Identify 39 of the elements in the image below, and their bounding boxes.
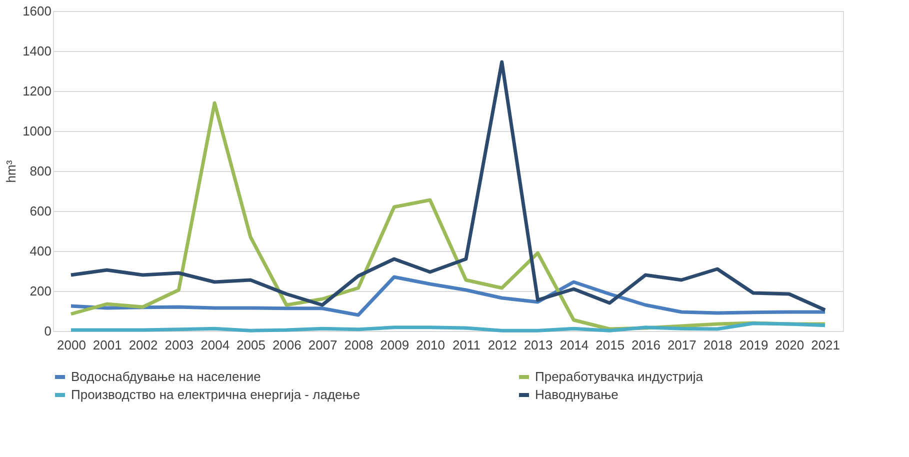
x-tick-label: 2011 [452,338,480,352]
x-tick-label: 2001 [92,338,122,352]
legend-label: Наводнување [535,387,618,402]
x-tick-label: 2004 [200,338,230,352]
legend-label: Водоснабдување на население [71,369,261,384]
line-series [69,275,827,317]
x-tick-label: 2016 [632,338,660,352]
y-tick-label: 400 [30,244,52,258]
y-tick-label: 0 [44,324,52,338]
legend-label: Преработувачка индустрија [535,369,704,384]
x-tick-label: 2019 [739,338,768,352]
x-tick-label: 2020 [775,338,804,352]
y-tick-label: 1600 [22,4,52,18]
x-tick-label: 2012 [488,338,517,352]
x-tick-label: 2009 [380,338,410,352]
y-tick-label: 800 [30,164,52,178]
line-series [69,60,827,312]
y-tick-label: 200 [30,284,52,298]
x-tick-label: 2002 [128,338,158,352]
x-tick-label: 2008 [344,338,374,352]
x-tick-label: 2015 [596,338,625,352]
x-tick-label: 2010 [416,338,446,352]
line-series [69,322,827,332]
y-tick-label: 600 [30,204,52,218]
y-tick-label: 1400 [22,44,52,58]
x-tick-label: 2017 [667,338,696,352]
x-tick-label: 2021 [811,338,840,352]
x-tick-label: 2005 [236,338,266,352]
x-tick-label: 2006 [272,338,302,352]
x-tick-label: 2018 [703,338,732,352]
x-tick-label: 2007 [308,338,338,352]
x-tick-label: 2014 [560,338,589,352]
legend-label: Производство на електрична енергија - ладење [71,387,360,402]
y-tick-label: 1200 [22,84,52,98]
y-tick-label: 1000 [22,124,52,138]
y-axis-title: hm³ [4,160,19,183]
x-tick-label: 2000 [56,338,86,352]
x-tick-label: 2013 [524,338,553,352]
x-tick-label: 2003 [164,338,194,352]
